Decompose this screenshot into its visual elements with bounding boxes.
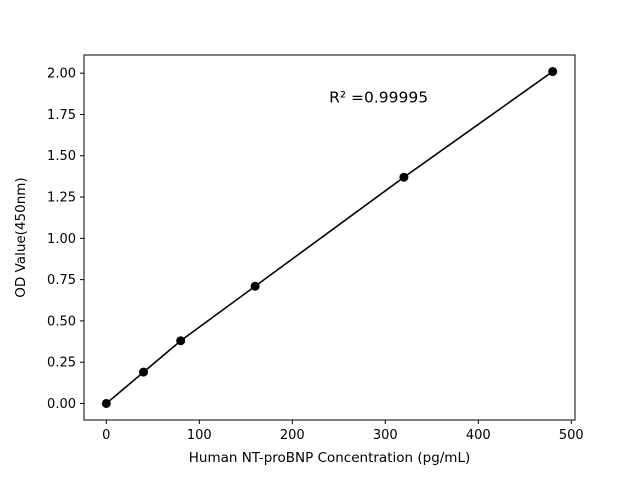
x-tick-label: 200 — [280, 428, 305, 443]
y-tick-label: 0.00 — [47, 397, 76, 412]
y-tick-label: 2.00 — [47, 67, 76, 82]
y-tick-label: 1.00 — [47, 232, 76, 247]
x-tick-label: 500 — [559, 428, 584, 443]
y-tick-label: 0.75 — [47, 273, 76, 288]
y-tick-label: 1.25 — [47, 191, 76, 206]
y-tick-label: 1.75 — [47, 108, 76, 123]
data-point — [399, 172, 409, 182]
data-point — [101, 398, 111, 408]
x-tick-label: 0 — [102, 428, 110, 443]
y-axis-label: OD Value(450nm) — [13, 177, 29, 297]
y-tick-label: 0.50 — [47, 314, 76, 329]
data-point — [250, 281, 260, 291]
data-point — [548, 67, 558, 77]
x-tick-label: 100 — [187, 428, 212, 443]
y-tick-label: 0.25 — [47, 356, 76, 371]
y-tick-label: 1.50 — [47, 149, 76, 164]
plot-area — [83, 54, 576, 421]
x-axis-label: Human NT-proBNP Concentration (pg/mL) — [189, 450, 471, 466]
data-point — [176, 336, 186, 346]
data-point — [139, 367, 149, 377]
x-tick-label: 300 — [373, 428, 398, 443]
trend-line — [105, 70, 554, 405]
x-tick-label: 400 — [466, 428, 491, 443]
r-squared-annotation: R² =0.99995 — [329, 88, 428, 106]
